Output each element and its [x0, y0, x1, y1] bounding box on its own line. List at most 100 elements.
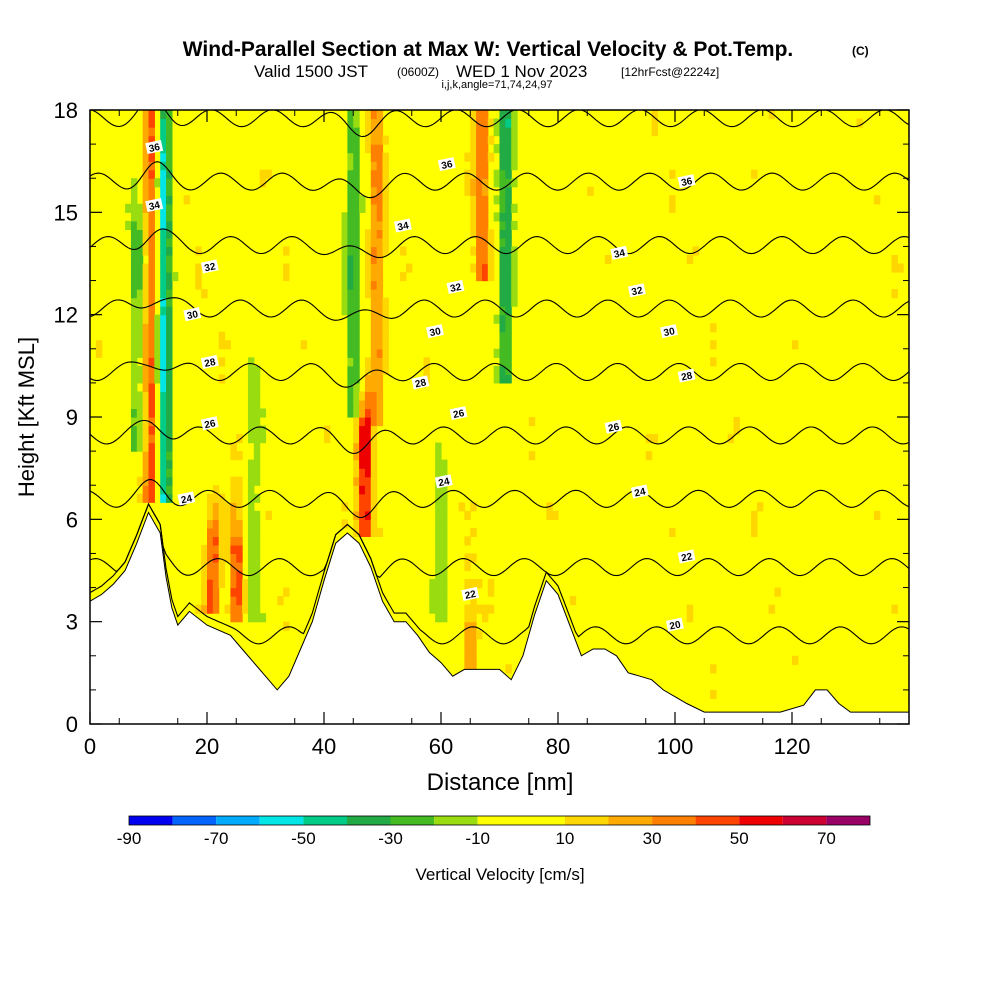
velocity-cell: [142, 434, 150, 444]
velocity-cell: [441, 613, 448, 623]
velocity-cell: [505, 306, 512, 316]
velocity-cell: [353, 331, 360, 341]
velocity-cell: [201, 553, 208, 563]
theta-label-background: [630, 484, 649, 499]
velocity-cell: [382, 348, 389, 358]
velocity-cell: [142, 203, 150, 213]
velocity-cell: [376, 280, 384, 290]
velocity-cell: [353, 510, 360, 520]
velocity-cell: [230, 604, 237, 614]
velocity-cell: [230, 587, 237, 597]
velocity-cell: [218, 357, 226, 367]
velocity-cell: [470, 127, 477, 137]
velocity-cell: [136, 280, 144, 290]
velocity-cell: [400, 246, 407, 256]
velocity-cell: [353, 459, 360, 469]
colorbar-tick-label: -90: [117, 829, 142, 848]
velocity-cell: [160, 254, 167, 265]
velocity-cell: [136, 314, 144, 324]
velocity-cell: [376, 144, 384, 154]
theta-label-text: 34: [148, 200, 162, 213]
velocity-cell: [253, 587, 261, 597]
velocity-cell: [441, 561, 448, 572]
velocity-cell: [154, 348, 161, 358]
velocity-cell: [359, 195, 366, 205]
velocity-cell: [247, 536, 255, 546]
velocity-cell: [359, 502, 366, 512]
velocity-cell: [470, 527, 477, 537]
velocity-cell: [142, 289, 150, 299]
velocity-cell: [160, 408, 167, 418]
velocity-cell: [195, 280, 202, 290]
velocity-cell: [195, 246, 202, 256]
velocity-cell: [370, 408, 378, 418]
velocity-cell: [166, 442, 173, 452]
velocity-cell: [242, 579, 249, 589]
velocity-cell: [253, 519, 261, 529]
velocity-cell: [382, 212, 389, 222]
velocity-cell: [347, 365, 354, 375]
velocity-cell: [230, 553, 237, 563]
velocity-cell: [493, 314, 501, 324]
velocity-cell: [505, 169, 512, 179]
theta-label-background: [200, 259, 219, 274]
velocity-cell: [353, 246, 360, 256]
velocity-cell: [470, 664, 477, 674]
theta-contour-label: 28: [677, 368, 696, 384]
velocity-cell: [897, 263, 904, 273]
velocity-cell: [353, 519, 360, 529]
velocity-cell: [353, 110, 360, 120]
velocity-cell: [195, 604, 202, 614]
velocity-cell: [130, 374, 138, 384]
theta-contour-line: [90, 502, 909, 579]
theta-contour-label: 30: [183, 307, 202, 322]
velocity-cell: [353, 220, 360, 230]
theta-contour-label: 36: [677, 174, 696, 189]
x-tick-label: 80: [546, 734, 570, 759]
velocity-cell: [218, 519, 226, 529]
velocity-cell: [160, 297, 167, 307]
velocity-cell: [353, 323, 360, 333]
velocity-cell: [464, 553, 471, 563]
velocity-cell: [364, 417, 372, 427]
velocity-cell: [499, 110, 506, 120]
velocity-cell: [511, 297, 518, 307]
velocity-cell: [511, 144, 518, 154]
velocity-cell: [487, 254, 495, 265]
velocity-cell: [364, 365, 372, 375]
velocity-cell: [207, 570, 214, 580]
velocity-cell: [587, 186, 594, 196]
colorbar-tick-label: -30: [378, 829, 403, 848]
velocity-cell: [324, 434, 331, 444]
velocity-cell: [364, 135, 372, 145]
velocity-cell: [441, 604, 448, 614]
theta-label-background: [665, 617, 684, 632]
velocity-cell: [236, 451, 243, 461]
velocity-cell: [224, 536, 231, 546]
velocity-cell: [476, 161, 483, 171]
velocity-cell: [253, 408, 261, 418]
velocity-cell: [481, 135, 489, 145]
velocity-cell: [236, 553, 243, 563]
velocity-cell: [148, 178, 155, 188]
velocity-cell: [253, 382, 261, 393]
chart-title-suffix: (C): [852, 44, 869, 58]
velocity-cell: [487, 604, 495, 614]
velocity-cell: [230, 613, 237, 623]
velocity-cell: [166, 178, 173, 188]
velocity-cell: [148, 391, 155, 401]
velocity-cell: [136, 289, 144, 299]
y-tick-label: 12: [54, 303, 78, 328]
velocity-cell: [751, 527, 758, 537]
velocity-cell: [364, 229, 372, 239]
velocity-cell: [253, 468, 261, 478]
theta-label-text: 24: [180, 493, 194, 506]
velocity-cell: [481, 272, 489, 282]
velocity-cell: [247, 519, 255, 529]
velocity-cell: [136, 408, 144, 418]
velocity-cell: [160, 289, 167, 299]
velocity-cell: [476, 178, 483, 188]
velocity-cell: [499, 374, 506, 384]
velocity-cell: [160, 468, 167, 478]
velocity-cell: [148, 246, 155, 256]
